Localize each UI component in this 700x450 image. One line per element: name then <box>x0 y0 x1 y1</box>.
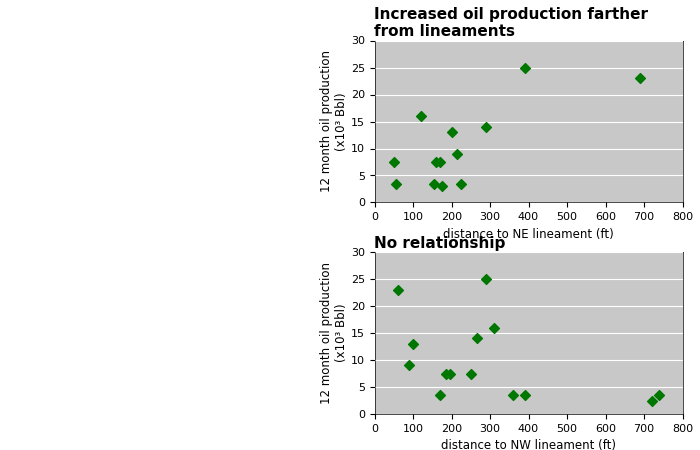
Point <box>646 397 657 404</box>
Point <box>654 392 665 399</box>
Text: Increased oil production farther
from lineaments: Increased oil production farther from li… <box>374 7 648 39</box>
Point <box>452 150 463 158</box>
Point <box>480 123 491 130</box>
Point <box>508 392 519 399</box>
Point <box>415 112 426 120</box>
Point <box>466 370 477 377</box>
Point <box>456 180 467 187</box>
Point <box>392 286 403 293</box>
Point <box>388 158 399 166</box>
Point <box>480 275 491 283</box>
Point <box>519 64 531 71</box>
Point <box>434 392 446 399</box>
Point <box>403 362 414 369</box>
Y-axis label: 12 month oil production
(x10³ Bbl): 12 month oil production (x10³ Bbl) <box>320 50 348 193</box>
Point <box>440 370 452 377</box>
X-axis label: distance to NW lineament (ft): distance to NW lineament (ft) <box>441 439 616 450</box>
Point <box>446 129 457 136</box>
X-axis label: distance to NE lineament (ft): distance to NE lineament (ft) <box>443 228 614 241</box>
Point <box>428 180 440 187</box>
Point <box>407 340 419 347</box>
Point <box>471 335 482 342</box>
Point <box>519 392 531 399</box>
Point <box>390 180 401 187</box>
Point <box>430 158 442 166</box>
Y-axis label: 12 month oil production
(x10³ Bbl): 12 month oil production (x10³ Bbl) <box>320 262 348 404</box>
Point <box>444 370 455 377</box>
Text: No relationship: No relationship <box>374 236 506 251</box>
Point <box>635 75 646 82</box>
Point <box>436 183 447 190</box>
Point <box>434 158 446 166</box>
Point <box>489 324 500 331</box>
